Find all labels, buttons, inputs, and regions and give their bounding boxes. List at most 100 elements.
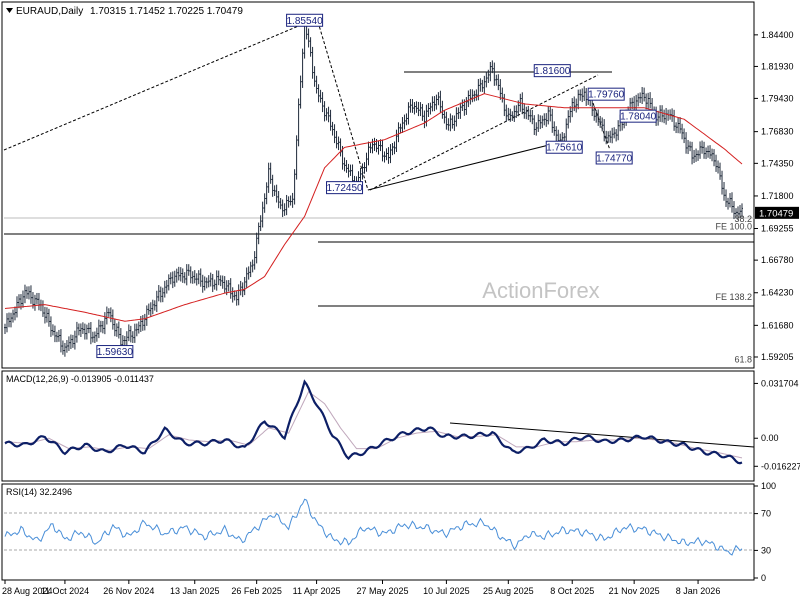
candle bbox=[727, 197, 730, 210]
candle bbox=[511, 111, 514, 121]
candle bbox=[87, 322, 90, 334]
candle bbox=[277, 190, 280, 209]
candle bbox=[473, 90, 476, 102]
candle bbox=[491, 60, 494, 74]
triangle-down-icon bbox=[6, 8, 13, 13]
candle bbox=[451, 115, 454, 129]
dashed-trendline-channel bbox=[369, 74, 599, 191]
candle bbox=[41, 300, 44, 317]
candle bbox=[399, 123, 402, 134]
candle bbox=[37, 292, 40, 311]
candle bbox=[265, 182, 268, 205]
candle bbox=[77, 323, 80, 336]
price-label: 1.78040 bbox=[619, 109, 657, 123]
rsi-tick: 70 bbox=[761, 509, 771, 519]
candle bbox=[517, 100, 520, 117]
candle bbox=[609, 130, 612, 143]
candle bbox=[679, 117, 682, 134]
candle bbox=[221, 275, 224, 289]
candle bbox=[175, 268, 178, 283]
candle bbox=[61, 340, 64, 355]
candle bbox=[369, 143, 372, 154]
candle bbox=[699, 141, 702, 159]
candle bbox=[681, 123, 684, 140]
candle bbox=[633, 96, 636, 112]
candle bbox=[605, 130, 608, 145]
candle bbox=[381, 139, 384, 162]
candle bbox=[29, 285, 32, 304]
candle bbox=[43, 306, 46, 324]
candle bbox=[73, 330, 76, 350]
candle bbox=[535, 122, 538, 136]
rsi-panel-frame bbox=[1, 483, 755, 581]
candlestick-series bbox=[4, 14, 743, 357]
candle bbox=[739, 204, 742, 219]
svg-text:1.75610: 1.75610 bbox=[546, 143, 583, 154]
candle bbox=[705, 147, 708, 160]
watermark: ActionForex bbox=[482, 278, 599, 303]
price-label: 1.85540 bbox=[286, 13, 324, 27]
candle bbox=[235, 291, 238, 306]
candle bbox=[713, 149, 716, 167]
svg-text:1.85540: 1.85540 bbox=[287, 16, 324, 27]
candle bbox=[193, 270, 196, 284]
candle bbox=[541, 115, 544, 129]
candle bbox=[249, 261, 252, 278]
candle bbox=[421, 103, 424, 121]
candle bbox=[111, 309, 114, 330]
candle bbox=[407, 102, 410, 125]
candle bbox=[423, 110, 426, 129]
candle bbox=[383, 151, 386, 163]
candle bbox=[347, 163, 350, 178]
price-label: 1.72450 bbox=[326, 181, 363, 195]
candle bbox=[231, 287, 234, 303]
candle bbox=[113, 318, 116, 337]
candle bbox=[447, 118, 450, 131]
candle bbox=[271, 174, 274, 197]
candle bbox=[183, 272, 186, 284]
candle bbox=[597, 109, 600, 126]
candle bbox=[245, 267, 248, 288]
candle bbox=[599, 115, 602, 128]
candle bbox=[425, 104, 428, 127]
candle bbox=[703, 141, 706, 159]
candle bbox=[731, 192, 734, 213]
candle bbox=[555, 126, 558, 142]
candle bbox=[263, 193, 266, 213]
candle bbox=[373, 137, 376, 151]
candle bbox=[85, 324, 88, 340]
svg-text:1.81600: 1.81600 bbox=[534, 66, 571, 77]
candle bbox=[603, 119, 606, 142]
candle bbox=[307, 28, 310, 48]
price-tick: 1.61680 bbox=[761, 320, 794, 330]
candle bbox=[145, 305, 148, 326]
current-price-tag: 1.70479 bbox=[755, 206, 799, 219]
candle bbox=[709, 145, 712, 159]
candle bbox=[17, 294, 20, 309]
candle bbox=[601, 117, 604, 132]
candle bbox=[701, 140, 704, 154]
candle bbox=[149, 302, 152, 317]
candle bbox=[213, 279, 216, 290]
price-label: 1.81600 bbox=[533, 64, 571, 78]
price-tick: 1.74350 bbox=[761, 158, 794, 168]
candle bbox=[657, 110, 660, 126]
candle bbox=[659, 105, 662, 122]
candle bbox=[23, 284, 26, 304]
dashed-trendline-small bbox=[592, 102, 611, 151]
candle bbox=[443, 110, 446, 124]
candle bbox=[269, 162, 272, 184]
candle bbox=[79, 323, 82, 337]
candle bbox=[283, 203, 286, 216]
candle bbox=[157, 285, 160, 302]
candle bbox=[437, 92, 440, 106]
candle bbox=[69, 334, 72, 350]
candle bbox=[137, 321, 140, 334]
candle bbox=[397, 122, 400, 143]
candle bbox=[169, 272, 172, 285]
candle bbox=[129, 325, 132, 343]
candle bbox=[75, 321, 78, 343]
candle bbox=[211, 273, 214, 293]
candle bbox=[133, 323, 136, 343]
